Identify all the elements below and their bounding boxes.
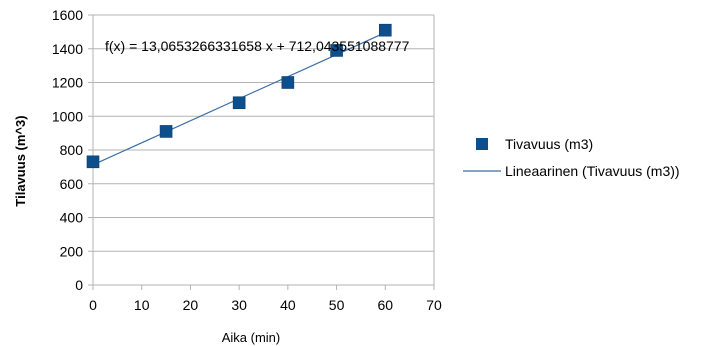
- x-tick-label: 40: [280, 297, 296, 313]
- axes: [88, 14, 435, 290]
- legend-marker-square: [476, 138, 488, 150]
- y-tick-label: 200: [60, 243, 84, 259]
- x-tick-label: 50: [329, 297, 345, 313]
- y-tick-label: 1600: [52, 7, 83, 23]
- y-tick-labels: 0 200 400 600 800 1000 1200 1400 1600: [52, 7, 83, 293]
- legend-label-trendline: Lineaarinen (Tivavuus (m3)): [505, 163, 680, 179]
- y-tick-label: 800: [60, 142, 84, 158]
- y-tick-label: 0: [75, 277, 83, 293]
- x-tick-label: 10: [134, 297, 150, 313]
- data-point: [378, 23, 392, 37]
- trendline-equation: f(x) = 13,0653266331658 x + 712,04355108…: [105, 38, 410, 54]
- data-point: [159, 125, 173, 138]
- y-tick-label: 1400: [52, 41, 83, 57]
- legend-label-series: Tivavuus (m3): [505, 136, 593, 152]
- x-tick-label: 30: [231, 297, 247, 313]
- x-tick-label: 0: [89, 297, 97, 313]
- x-tick-label: 60: [377, 297, 393, 313]
- x-tick-label: 70: [426, 297, 442, 313]
- data-point: [281, 76, 295, 89]
- data-point: [232, 96, 246, 110]
- x-axis-title: Aika (min): [222, 330, 281, 345]
- data-point: [330, 44, 343, 57]
- x-tick-label: 20: [183, 297, 199, 313]
- y-axis-title: Tilavuus (m^3): [13, 115, 28, 206]
- y-tick-label: 1000: [52, 108, 83, 124]
- data-point: [86, 155, 100, 169]
- legend: Tivavuus (m3) Lineaarinen (Tivavuus (m3)…: [463, 136, 680, 179]
- data-points: [86, 23, 392, 169]
- x-tick-labels: 0 10 20 30 40 50 60 70: [89, 297, 442, 313]
- y-tick-label: 600: [60, 176, 84, 192]
- y-tick-label: 1200: [52, 75, 83, 91]
- y-tick-label: 400: [60, 210, 84, 226]
- grid-lines: [93, 14, 435, 286]
